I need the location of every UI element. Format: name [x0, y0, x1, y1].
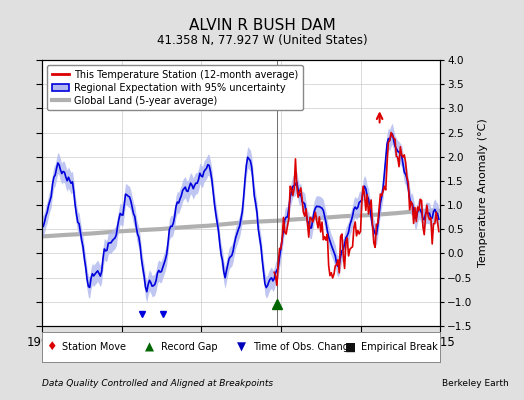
Text: ALVIN R BUSH DAM: ALVIN R BUSH DAM	[189, 18, 335, 33]
Text: ♦: ♦	[46, 340, 57, 354]
Text: Record Gap: Record Gap	[161, 342, 218, 352]
Text: Time of Obs. Change: Time of Obs. Change	[253, 342, 355, 352]
Text: Station Move: Station Move	[62, 342, 126, 352]
Legend: This Temperature Station (12-month average), Regional Expectation with 95% uncer: This Temperature Station (12-month avera…	[47, 65, 303, 110]
Text: Empirical Break: Empirical Break	[361, 342, 437, 352]
Y-axis label: Temperature Anomaly (°C): Temperature Anomaly (°C)	[478, 119, 488, 267]
Text: 41.358 N, 77.927 W (United States): 41.358 N, 77.927 W (United States)	[157, 34, 367, 47]
Text: ▲: ▲	[146, 340, 155, 354]
Text: Berkeley Earth: Berkeley Earth	[442, 380, 508, 388]
Text: ■: ■	[345, 340, 356, 354]
Text: Data Quality Controlled and Aligned at Breakpoints: Data Quality Controlled and Aligned at B…	[42, 380, 273, 388]
Text: ▼: ▼	[237, 340, 246, 354]
